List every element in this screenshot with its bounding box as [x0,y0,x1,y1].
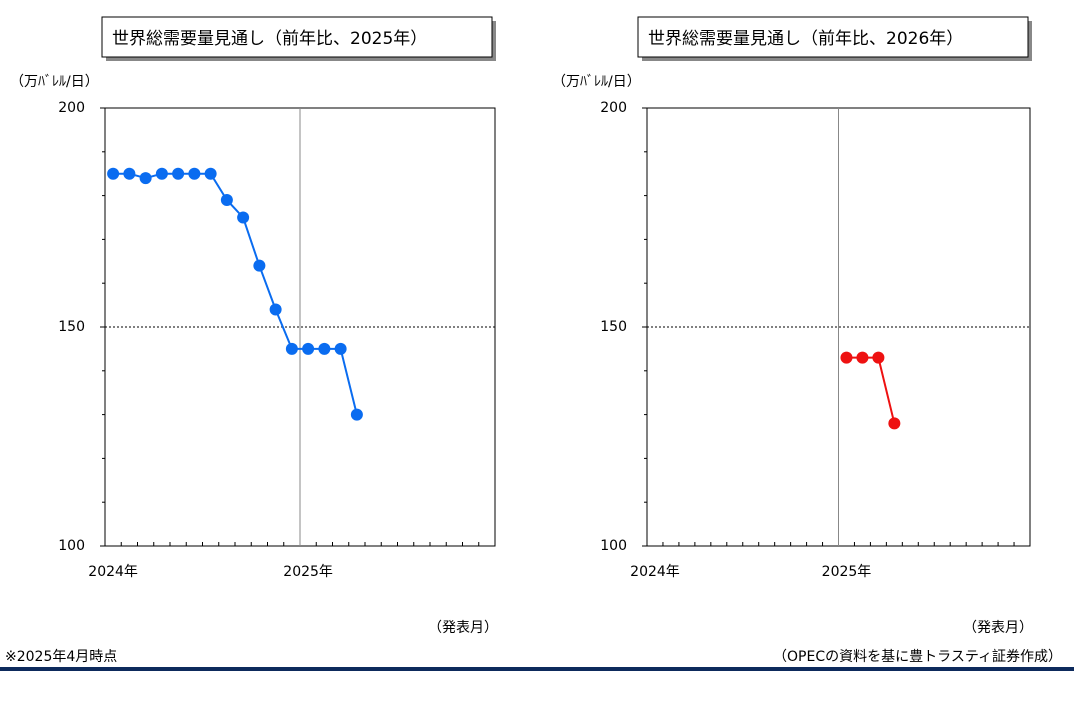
bottom-rule [0,667,1074,671]
series-line [113,172,358,415]
x-axis-label: （発表月） [963,620,1033,636]
data-point [220,193,233,206]
title-box [101,16,493,58]
y-tick-label: 100 [600,538,627,554]
data-point [188,167,201,180]
data-point [350,408,363,421]
x-axis-label: （発表月） [428,620,498,636]
y-tick-label: 200 [600,100,627,116]
data-point [888,417,901,430]
x-tick-label: 2024年 [88,564,138,580]
data-point [302,342,315,355]
chart-title: 世界総需要量見通し（前年比、2025年） [112,29,427,49]
data-point [840,351,853,364]
y-axis-label: （万ﾊﾞﾚﾙ/日） [10,74,99,90]
data-point [123,167,136,180]
y-tick-label: 200 [58,100,85,116]
data-point [318,342,331,355]
title-box [637,16,1029,58]
data-point [872,351,885,364]
data-point [269,303,282,316]
y-tick-label: 150 [58,319,85,335]
data-point [204,167,217,180]
data-point [107,167,120,180]
x-tick-label: 2024年 [630,564,680,580]
x-tick-label: 2025年 [283,564,333,580]
footnote: ※2025年4月時点 [5,649,117,665]
data-point [139,172,152,185]
source: （OPECの資料を基に豊トラスティ証券作成） [773,648,1062,665]
series-line [846,356,896,424]
data-point [155,167,168,180]
data-point [856,351,869,364]
data-point [253,259,266,272]
data-point [285,342,298,355]
x-tick-label: 2025年 [822,564,872,580]
data-point [334,342,347,355]
y-axis-label: （万ﾊﾞﾚﾙ/日） [552,74,641,90]
data-point [172,167,185,180]
y-tick-label: 150 [600,319,627,335]
chart-title: 世界総需要量見通し（前年比、2026年） [648,29,963,49]
y-tick-label: 100 [58,538,85,554]
data-point [237,211,250,224]
